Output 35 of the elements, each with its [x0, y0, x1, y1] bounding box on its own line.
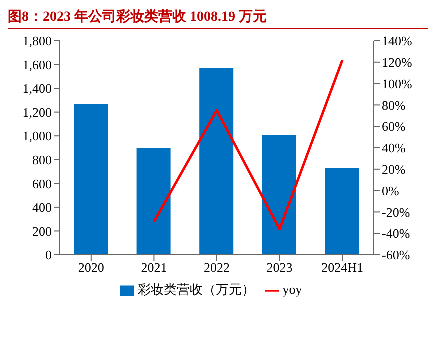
- y-tick-label: 0: [46, 248, 52, 263]
- y-tick-label: 1,200: [22, 104, 52, 120]
- y2-tick-label: 100%: [382, 76, 412, 92]
- x-tick-label: 2021: [141, 260, 168, 276]
- bar: [200, 68, 234, 255]
- y2-tick-label: 140%: [382, 34, 412, 49]
- y2-tick-label: 80%: [382, 98, 406, 113]
- chart-title: 图8：2023 年公司彩妆类营收 1008.19 万元: [8, 8, 428, 29]
- y-tick-label: 400: [32, 200, 52, 216]
- x-tick-label: 2023: [266, 260, 293, 276]
- y2-tick-label: -40%: [382, 226, 410, 242]
- y-tick-label: 200: [32, 224, 52, 239]
- x-tick-label: 2024H1: [322, 260, 364, 276]
- y-tick-label: 1,800: [22, 34, 52, 49]
- y2-tick-label: -60%: [382, 248, 410, 263]
- y2-tick-label: 20%: [382, 162, 406, 178]
- legend-label: 彩妆类营收（万元）: [138, 282, 255, 297]
- bar: [262, 135, 296, 255]
- y2-tick-label: 40%: [382, 140, 406, 156]
- y-tick-label: 1,600: [22, 57, 52, 72]
- y-tick-label: 800: [32, 152, 52, 168]
- legend-label: yoy: [282, 282, 302, 297]
- bar: [325, 168, 360, 255]
- y-tick-label: 1,000: [22, 128, 52, 144]
- line-series: [152, 59, 344, 231]
- y2-tick-label: 60%: [382, 119, 406, 134]
- bar: [136, 148, 171, 255]
- y-tick-label: 1,400: [22, 81, 52, 96]
- y2-tick-label: 0%: [382, 183, 400, 198]
- y2-tick-label: -20%: [382, 204, 410, 220]
- y2-tick-label: 120%: [382, 55, 412, 70]
- x-tick-label: 2020: [78, 260, 104, 276]
- y-tick-label: 600: [32, 176, 52, 192]
- bar: [74, 104, 108, 255]
- x-tick-label: 2022: [204, 260, 230, 276]
